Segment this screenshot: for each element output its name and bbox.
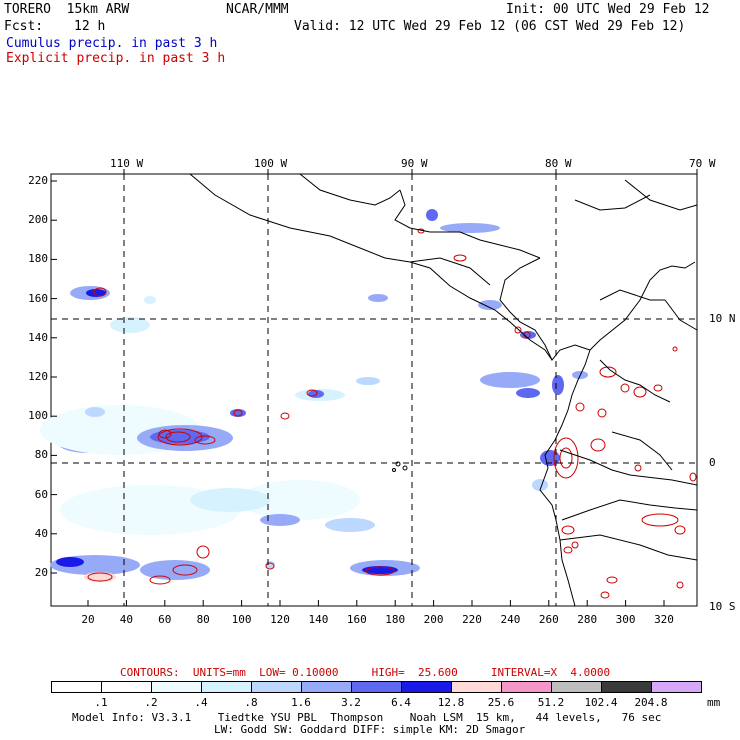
x-tick-label: 80: [196, 613, 210, 626]
colorbar-swatch: [301, 681, 352, 693]
y-tick-label: 220: [28, 174, 48, 187]
axis-ticks: [51, 169, 698, 606]
init-time: Init: 00 UTC Wed 29 Feb 12: [506, 2, 710, 17]
colorbar-unit: mm: [707, 696, 721, 709]
colorbar-label: 12.8: [437, 696, 465, 709]
lat-label-10n: 10 N: [709, 312, 736, 325]
x-tick-label: 100: [231, 613, 252, 626]
x-tick-label: 220: [462, 613, 482, 626]
valid-time: Valid: 12 UTC Wed 29 Feb 12 (06 CST Wed …: [294, 19, 686, 34]
lon-label-110w: 110 W: [110, 157, 144, 170]
colorbar-swatch: [401, 681, 452, 693]
colorbar-label: 102.4: [584, 696, 618, 709]
x-tick-label: 60: [158, 613, 172, 626]
colorbar-label: 6.4: [391, 696, 411, 709]
y-tick-label: 180: [28, 252, 48, 266]
y-tick-label: 60: [34, 487, 48, 501]
x-tick-label: 140: [308, 613, 329, 626]
colorbar-swatch: [651, 681, 702, 693]
coastlines: [189, 173, 698, 607]
colorbar-swatch: [601, 681, 652, 693]
y-tick-label: 100: [28, 409, 48, 423]
colorbar-swatch: [51, 681, 102, 693]
y-tick-label: 40: [34, 526, 48, 540]
colorbar-label: 204.8: [634, 696, 668, 709]
lat-label-0: 0: [709, 456, 716, 469]
x-tick-label: 260: [538, 613, 559, 626]
lat-lon-grid: [51, 174, 697, 606]
y-tick-label: 80: [34, 448, 48, 462]
org-label: NCAR/MMM: [226, 2, 289, 17]
colorbar-label: .1: [94, 696, 108, 709]
explicit-precip-contours: [87, 228, 697, 599]
colorbar-label: 51.2: [537, 696, 565, 709]
colorbar-label: 3.2: [341, 696, 361, 709]
y-tick-label: 120: [28, 370, 48, 383]
x-tick-label: 240: [500, 613, 521, 626]
colorbar-label: .4: [194, 696, 208, 709]
colorbar-swatch: [551, 681, 602, 693]
model-title: TORERO 15km ARW: [4, 2, 130, 17]
colorbar-swatch: [501, 681, 552, 693]
lon-label-80w: 80 W: [545, 157, 572, 170]
x-tick-label: 200: [423, 613, 444, 626]
physics-info: LW: Godd SW: Goddard DIFF: simple KM: 2D…: [214, 723, 526, 736]
x-tick-label: 20: [81, 613, 95, 626]
x-tick-label: 120: [270, 613, 290, 626]
y-tick-label: 160: [28, 291, 48, 305]
colorbar-label: 25.6: [487, 696, 515, 709]
x-tick-label: 180: [385, 613, 406, 626]
y-tick-label: 140: [28, 330, 48, 344]
colorbar-swatch: [151, 681, 202, 693]
colorbar-label: 1.6: [291, 696, 311, 709]
colorbar-label: .2: [144, 696, 158, 709]
lat-label-10s: 10 S: [709, 600, 736, 613]
x-tick-label: 40: [119, 613, 134, 626]
colorbar-swatch: [101, 681, 152, 693]
cumulus-precip-areas: [40, 209, 588, 582]
lon-label-90w: 90 W: [401, 157, 428, 170]
contours-info: CONTOURS: UNITS=mm LOW= 0.10000 HIGH= 25…: [120, 666, 611, 679]
model-info: Model Info: V3.3.1 Tiedtke YSU PBL Thomp…: [72, 711, 662, 724]
colorbar-swatch: [451, 681, 502, 693]
colorbar-label: .8: [244, 696, 258, 709]
colorbar-swatch: [351, 681, 402, 693]
map-frame: [50, 173, 698, 607]
lon-label-70w: 70 W: [689, 157, 716, 170]
y-tick-label: 20: [34, 566, 48, 579]
colorbar-swatch: [251, 681, 302, 693]
x-tick-label: 300: [615, 613, 636, 626]
x-tick-label: 160: [346, 613, 367, 626]
cumulus-legend: Cumulus precip. in past 3 h: [6, 36, 218, 51]
explicit-legend: Explicit precip. in past 3 h: [6, 51, 226, 66]
forecast-hour: 12 h: [74, 19, 106, 34]
colorbar-swatch: [201, 681, 252, 693]
x-tick-label: 280: [577, 613, 598, 626]
y-tick-label: 200: [28, 213, 48, 227]
lon-label-100w: 100 W: [254, 157, 288, 170]
forecast-label: Fcst:: [4, 19, 44, 34]
x-tick-label: 320: [654, 613, 674, 626]
